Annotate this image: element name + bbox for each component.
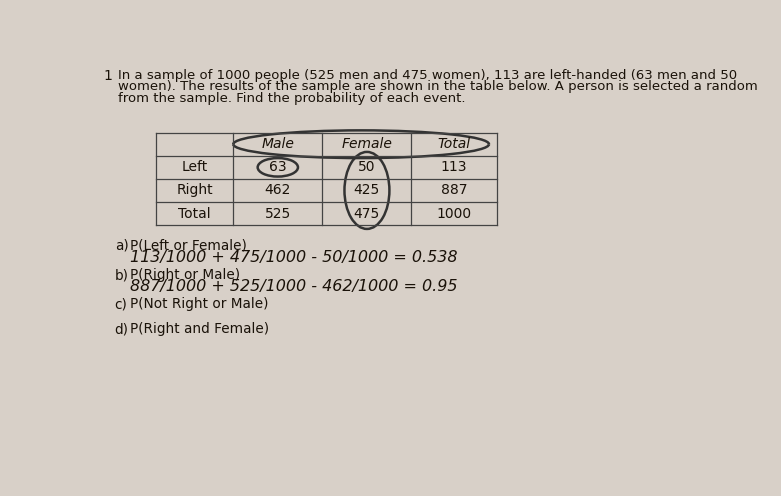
Text: Total: Total bbox=[178, 206, 211, 221]
Text: 1000: 1000 bbox=[437, 206, 472, 221]
Text: 113: 113 bbox=[441, 160, 467, 174]
Text: Male: Male bbox=[262, 137, 294, 151]
Text: 887/1000 + 525/1000 - 462/1000 = 0.95: 887/1000 + 525/1000 - 462/1000 = 0.95 bbox=[130, 279, 458, 294]
Text: 462: 462 bbox=[265, 184, 291, 197]
Text: c): c) bbox=[115, 298, 127, 311]
Text: P(Right and Female): P(Right and Female) bbox=[130, 322, 269, 336]
Text: Total: Total bbox=[437, 137, 471, 151]
Text: P(Left or Female): P(Left or Female) bbox=[130, 239, 247, 253]
Text: 887: 887 bbox=[441, 184, 467, 197]
Text: Female: Female bbox=[341, 137, 392, 151]
Text: 1: 1 bbox=[104, 69, 112, 83]
Text: Left: Left bbox=[181, 160, 208, 174]
Text: 525: 525 bbox=[265, 206, 291, 221]
Text: a): a) bbox=[115, 239, 128, 253]
Text: 113/1000 + 475/1000 - 50/1000 = 0.538: 113/1000 + 475/1000 - 50/1000 = 0.538 bbox=[130, 249, 458, 265]
Text: from the sample. Find the probability of each event.: from the sample. Find the probability of… bbox=[118, 92, 465, 105]
Text: d): d) bbox=[115, 322, 129, 336]
Text: b): b) bbox=[115, 268, 129, 282]
Text: 50: 50 bbox=[358, 160, 376, 174]
Text: P(Right or Male): P(Right or Male) bbox=[130, 268, 241, 282]
Text: 475: 475 bbox=[354, 206, 380, 221]
Text: 63: 63 bbox=[269, 160, 287, 174]
Text: Right: Right bbox=[177, 184, 212, 197]
Text: In a sample of 1000 people (525 men and 475 women), 113 are left-handed (63 men : In a sample of 1000 people (525 men and … bbox=[118, 69, 737, 82]
Text: women). The results of the sample are shown in the table below. A person is sele: women). The results of the sample are sh… bbox=[118, 80, 758, 93]
Text: P(Not Right or Male): P(Not Right or Male) bbox=[130, 298, 269, 311]
Text: 425: 425 bbox=[354, 184, 380, 197]
